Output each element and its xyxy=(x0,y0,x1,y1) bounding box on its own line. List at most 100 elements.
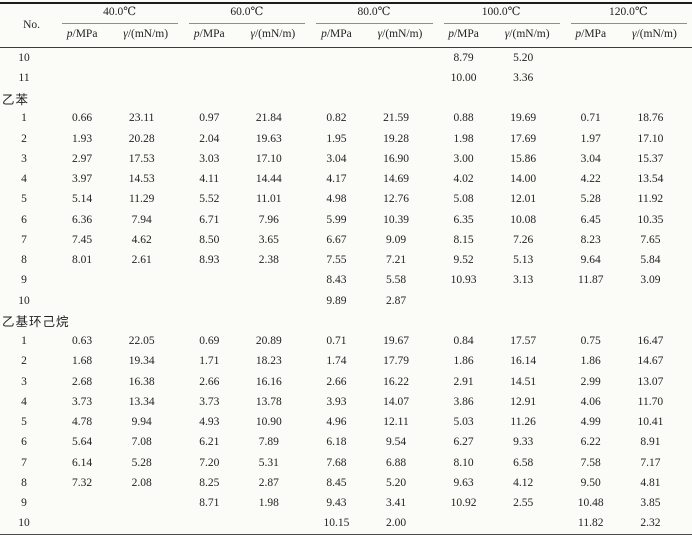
surface-tension-value-cell xyxy=(235,68,310,88)
pressure-value-cell xyxy=(310,47,362,68)
surface-tension-value-cell: 14.00 xyxy=(510,173,537,186)
row-number-cell: 4 xyxy=(21,173,27,186)
row-number-cell: 6 xyxy=(21,436,27,449)
column-group-rule xyxy=(189,22,306,24)
pressure-column-header: p/MPa xyxy=(310,24,363,48)
surface-tension-value-cell: 21.59 xyxy=(383,112,409,125)
pressure-column-header: p/MPa xyxy=(183,24,236,48)
pressure-value-cell: 7.32 xyxy=(72,476,93,489)
data-row: 6 6.36 7.94 6.71 7.96 5.99 10.39 6.35 10.08 6.45 1… xyxy=(0,210,692,230)
surface-tension-value-cell: 13.78 xyxy=(255,395,282,408)
column-group-rule xyxy=(62,22,179,24)
surface-tension-value-cell xyxy=(108,513,183,534)
surface-tension-value-cell: 15.86 xyxy=(510,152,537,165)
data-row: 4 3.73 13.34 3.73 13.78 3.93 14.07 3.86 12.91 4.0… xyxy=(0,392,692,412)
surface-tension-value-cell: 18.76 xyxy=(637,112,664,125)
pressure-value-cell: 4.22 xyxy=(580,173,601,186)
temp-label-100: 100.0℃ xyxy=(481,6,521,19)
surface-tension-value-cell: 17.57 xyxy=(510,335,537,348)
data-row: 11 10.00 3.36 xyxy=(0,68,692,88)
temp-header-60: 60.0℃ xyxy=(183,3,310,24)
row-number-cell: 5 xyxy=(21,416,27,429)
pressure-value-cell: 11.82 xyxy=(578,517,604,530)
pressure-value-cell: 6.14 xyxy=(72,456,93,469)
pressure-value-cell: 8.43 xyxy=(326,274,347,287)
surface-tension-value-cell xyxy=(235,47,310,68)
pressure-value-cell xyxy=(56,68,108,88)
data-row: 5 4.78 9.94 4.93 10.90 4.96 12.11 5.03 11.26 4.99… xyxy=(0,412,692,432)
surface-tension-value-cell: 5.13 xyxy=(513,254,534,267)
surface-tension-value-cell: 3.85 xyxy=(640,497,661,510)
temp-header-80: 80.0℃ xyxy=(310,3,437,24)
tension-column-header: γ/(mN/m) xyxy=(489,24,565,48)
pressure-value-cell: 3.03 xyxy=(199,152,220,165)
pressure-value-cell: 5.28 xyxy=(580,193,601,206)
surface-tension-value-cell: 2.55 xyxy=(513,497,534,510)
column-group-rule xyxy=(570,22,687,24)
table-header: No. 40.0℃ 60.0℃ 80.0℃ 100.0℃ xyxy=(0,3,692,48)
pressure-value-cell: 2.97 xyxy=(72,152,93,165)
pressure-value-cell: 4.99 xyxy=(580,416,601,429)
pressure-value-cell: 2.66 xyxy=(326,375,347,388)
pressure-value-cell: 4.98 xyxy=(326,193,347,206)
pressure-value-cell xyxy=(183,47,235,68)
surface-tension-value-cell: 2.32 xyxy=(640,517,661,530)
surface-tension-value-cell: 16.90 xyxy=(383,152,409,165)
surface-tension-value-cell xyxy=(108,68,183,88)
pressure-value-cell: 4.78 xyxy=(72,416,93,429)
data-row: 10 10.15 2.00 11.82 2.32 xyxy=(0,513,692,534)
data-row: 8 8.01 2.61 8.93 2.38 7.55 7.21 9.52 5.13 9.64 5.8… xyxy=(0,250,692,270)
pressure-value-cell: 2.04 xyxy=(199,132,220,145)
surface-tension-value-cell: 2.38 xyxy=(258,254,279,267)
surface-tension-value-cell: 16.14 xyxy=(510,355,537,368)
surface-tension-value-cell: 7.26 xyxy=(513,233,534,246)
tension-unit: /(mN/m) xyxy=(127,28,169,41)
pressure-value-cell: 1.86 xyxy=(453,355,474,368)
pressure-value-cell: 0.84 xyxy=(453,335,474,348)
pressure-value-cell xyxy=(183,270,235,290)
pressure-value-cell: 9.89 xyxy=(326,294,347,307)
pressure-unit: /MPa xyxy=(72,28,98,41)
surface-tension-value-cell: 16.22 xyxy=(383,375,409,388)
pressure-value-cell: 1.68 xyxy=(72,355,93,368)
pressure-value-cell: 6.36 xyxy=(72,213,93,226)
pressure-value-cell: 5.52 xyxy=(199,193,220,206)
pressure-value-cell xyxy=(56,513,108,534)
surface-tension-value-cell: 7.89 xyxy=(258,436,279,449)
pressure-value-cell: 8.45 xyxy=(326,476,347,489)
data-row: 10 9.89 2.87 xyxy=(0,291,692,311)
pressure-value-cell: 0.97 xyxy=(199,112,220,125)
surface-tension-value-cell xyxy=(108,493,183,513)
surface-tension-value-cell: 10.90 xyxy=(255,416,282,429)
surface-tension-value-cell xyxy=(108,47,183,68)
surface-tension-value-cell: 17.10 xyxy=(637,132,664,145)
pressure-value-cell: 11.87 xyxy=(578,274,604,287)
pressure-value-cell: 5.14 xyxy=(72,193,93,206)
pressure-value-cell: 0.63 xyxy=(72,335,93,348)
pressure-unit: /MPa xyxy=(581,28,607,41)
row-number-cell: 3 xyxy=(21,152,27,165)
surface-tension-value-cell: 4.62 xyxy=(131,233,152,246)
pressure-value-cell: 3.93 xyxy=(326,395,347,408)
surface-tension-value-cell: 3.65 xyxy=(258,233,279,246)
pressure-column-header: p/MPa xyxy=(56,24,109,48)
surface-tension-value-cell: 14.67 xyxy=(637,355,664,368)
pressure-value-cell: 8.50 xyxy=(199,233,220,246)
row-number-cell: 9 xyxy=(21,274,27,287)
surface-tension-value-cell xyxy=(617,291,692,311)
pressure-symbol: p xyxy=(66,28,73,41)
surface-tension-value-cell: 11.01 xyxy=(256,193,282,206)
surface-tension-value-cell: 19.69 xyxy=(510,112,537,125)
pressure-value-cell: 7.45 xyxy=(72,233,93,246)
data-row: 8 7.32 2.08 8.25 2.87 8.45 5.20 9.63 4.12 9.50 4.8… xyxy=(0,473,692,493)
data-row: 1 0.63 22.05 0.69 20.89 0.71 19.67 0.84 17.57 0.7… xyxy=(0,331,692,351)
surface-tension-value-cell: 9.33 xyxy=(513,436,534,449)
surface-tension-value-cell xyxy=(490,513,565,534)
pressure-value-cell: 9.64 xyxy=(580,254,601,267)
surface-tension-value-cell: 6.88 xyxy=(385,456,407,469)
pressure-value-cell: 5.08 xyxy=(453,193,474,206)
data-row: 10 8.79 5.20 xyxy=(0,47,692,68)
pressure-value-cell: 4.96 xyxy=(326,416,347,429)
pressure-value-cell xyxy=(438,291,490,311)
